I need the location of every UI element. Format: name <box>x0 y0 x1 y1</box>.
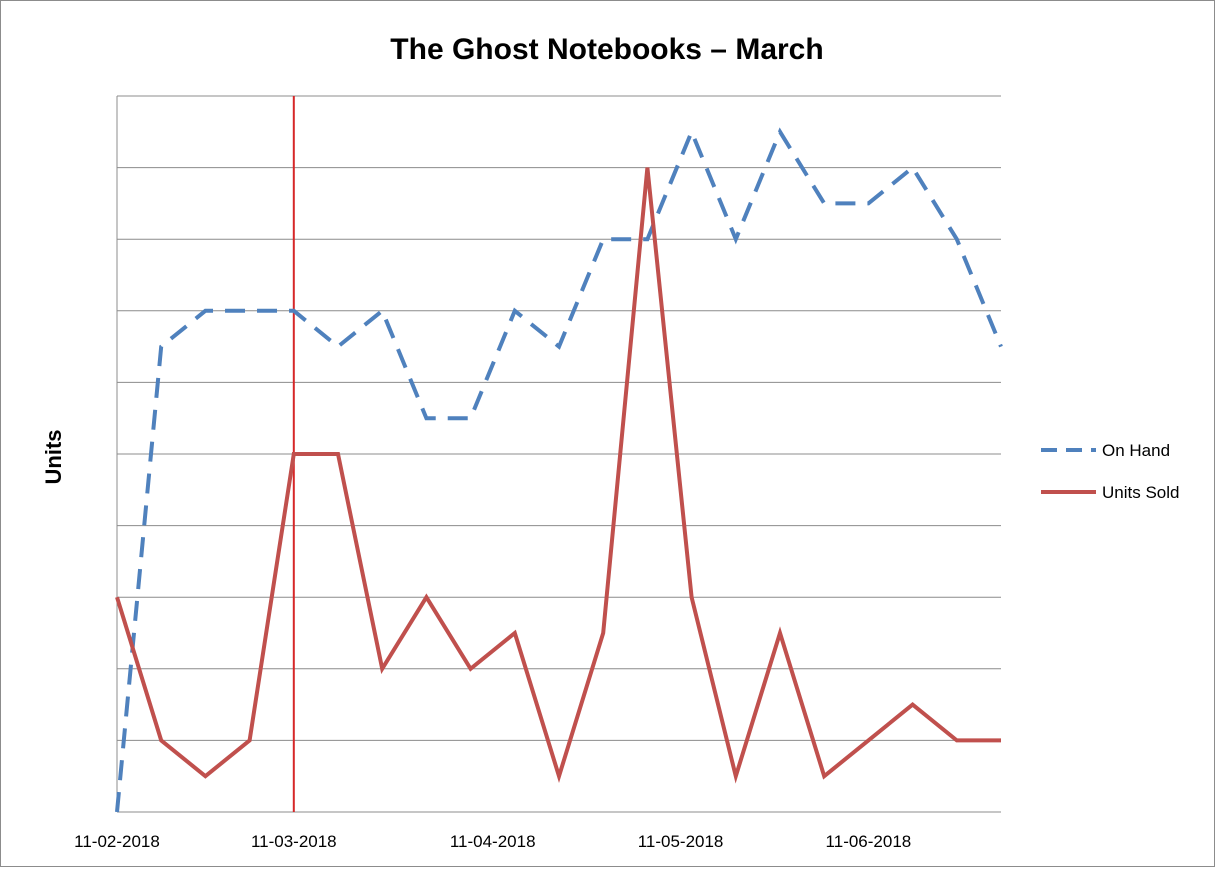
gridlines <box>117 96 1001 740</box>
series-line-units-sold <box>117 168 1001 777</box>
x-tick-label: 11-04-2018 <box>450 832 536 851</box>
chart-title: The Ghost Notebooks – March <box>390 33 823 66</box>
x-tick-label: 11-06-2018 <box>826 832 912 851</box>
series-lines <box>117 132 1001 812</box>
x-tick-label: 11-02-2018 <box>74 832 160 851</box>
x-tick-labels: 11-02-2018 11-03-2018 11-04-2018 11-05-2018… <box>74 832 911 851</box>
series-points <box>117 132 1001 812</box>
series-line-on-hand <box>117 132 1001 812</box>
x-tick-label: 11-05-2018 <box>638 832 724 851</box>
y-axis-label: Units <box>41 430 66 485</box>
legend: On Hand Units Sold <box>1041 441 1179 502</box>
legend-label: On Hand <box>1102 441 1170 460</box>
x-tick-label: 11-03-2018 <box>251 832 337 851</box>
legend-label: Units Sold <box>1102 483 1179 502</box>
